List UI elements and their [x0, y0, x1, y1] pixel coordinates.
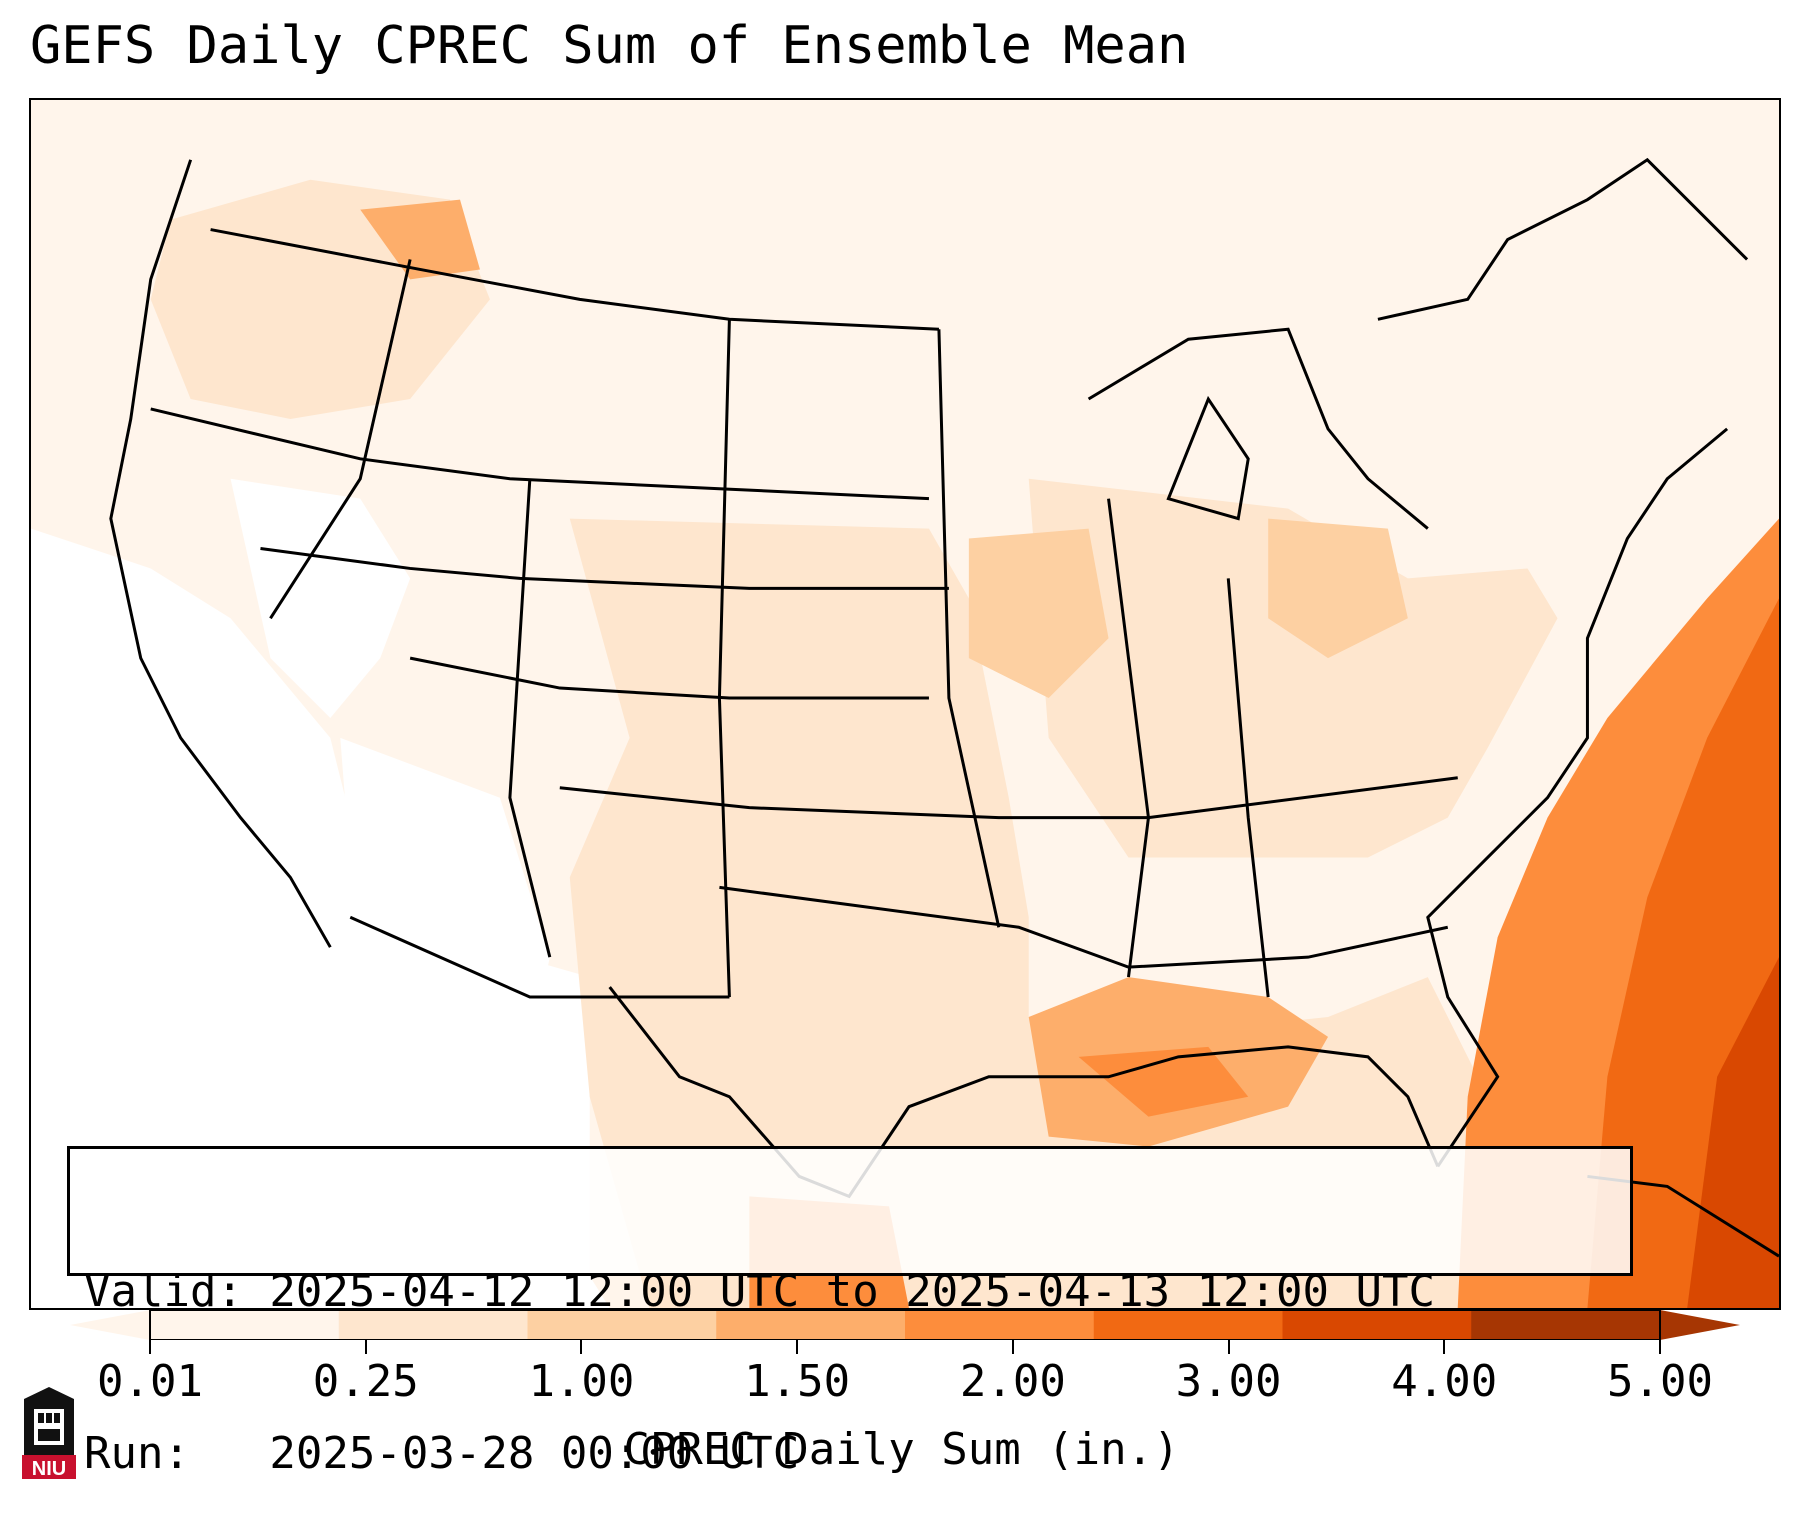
colorbar-title: CPREC Daily Sum (in.) [623, 1424, 1180, 1475]
state-line-row-1 [150, 407, 930, 501]
colorbar-tick-mark [1227, 1340, 1230, 1354]
us-canada-border-west [210, 228, 939, 331]
precip-heavy-gulf [1078, 1046, 1249, 1117]
central-state-line [717, 319, 731, 998]
colorbar-outline [149, 1310, 1661, 1340]
run-time-text: Run: 2025-03-28 00:00 UTC [84, 1428, 800, 1479]
colorbar-tick-label: 3.00 [1175, 1356, 1282, 1407]
us-mexico-border-west [349, 915, 730, 999]
valid-time-text: Valid: 2025-04-12 12:00 UTC to 2025-04-1… [84, 1266, 1436, 1317]
valid-run-info-box: Valid: 2025-04-12 12:00 UTC to 2025-04-1… [67, 1146, 1633, 1479]
state-line-row-3 [409, 656, 929, 700]
colorbar [70, 1310, 1740, 1340]
colorbar-max-arrow [1660, 1310, 1740, 1340]
map-title: GEFS Daily CPREC Sum of Ensemble Mean [30, 16, 1189, 76]
colorbar-tick-mark [580, 1340, 583, 1354]
colorbar-segment [338, 1310, 528, 1340]
colorbar-segment [1471, 1310, 1661, 1340]
state-line-row-2 [260, 547, 949, 590]
lake-michigan [1166, 395, 1250, 521]
colorbar-min-arrow [70, 1310, 150, 1340]
mississippi-line [1107, 498, 1150, 978]
logo-text: NIU [32, 1458, 66, 1480]
colorbar-tick-mark [1443, 1340, 1446, 1354]
atlantic-coastline [1426, 427, 1729, 1168]
southeast-state-line [1226, 578, 1270, 998]
mountain-state-line [508, 478, 552, 958]
map-canvas [31, 100, 1779, 1308]
niu-logo-icon: NIU [22, 1387, 76, 1480]
colorbar-tick-label: 4.00 [1391, 1356, 1498, 1407]
us-canada-border-east [1377, 157, 1749, 321]
colorbar-tick-label: 1.00 [528, 1356, 635, 1407]
colorbar-segment [905, 1310, 1095, 1340]
western-state-lines [269, 259, 412, 620]
precip-light-central [569, 518, 1528, 1308]
precip-moderate-ohio [1268, 518, 1408, 659]
great-lakes-outline [1087, 327, 1429, 530]
boundary-lines [109, 157, 1779, 1258]
gulf-coastline [608, 986, 1440, 1199]
dry-region-great-basin [230, 478, 411, 718]
precip-moderate-missouri [968, 528, 1109, 699]
pacific-coastline [109, 159, 332, 948]
state-line-row-4 [559, 776, 1458, 820]
colorbar-tick-label: 0.25 [312, 1356, 419, 1407]
colorbar-tick-label: 2.00 [959, 1356, 1066, 1407]
colorbar-tick-label: 0.01 [97, 1356, 203, 1407]
colorbar-segment [716, 1310, 906, 1340]
precip-light-ohio-valley [1028, 478, 1558, 858]
colorbar-tick-label: 1.50 [744, 1356, 851, 1407]
colorbar-segment [1282, 1310, 1472, 1340]
precip-medium-cascades [360, 199, 480, 280]
colorbar-tick-mark [364, 1340, 367, 1354]
colorbar-tick-label: 5.00 [1607, 1356, 1713, 1407]
colorbar-segment [150, 1310, 340, 1340]
plains-state-line [937, 329, 1001, 928]
colorbar-segment [1093, 1310, 1283, 1340]
colorbar-tick-mark [796, 1340, 799, 1354]
colorbar-tick-mark [1659, 1340, 1661, 1354]
precipitation-map [29, 98, 1781, 1310]
colorbar-segment [527, 1310, 717, 1340]
colorbar-tick-mark [149, 1340, 151, 1354]
colorbar-tick-mark [1011, 1340, 1014, 1354]
precip-extreme-atlantic [1687, 957, 1779, 1308]
